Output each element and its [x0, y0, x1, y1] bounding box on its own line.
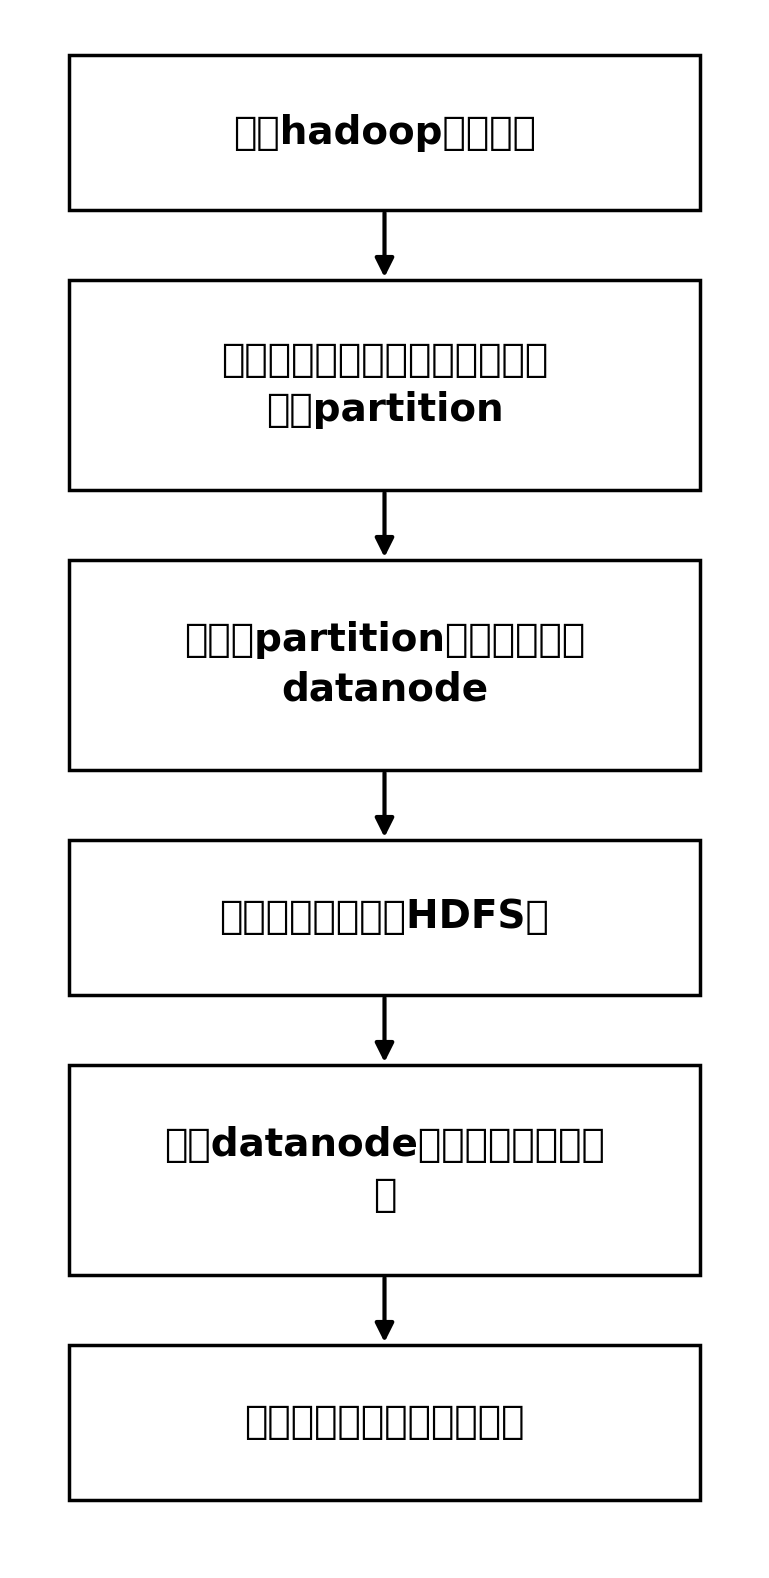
Text: 每个datanode都开始进行分子对
接: 每个datanode都开始进行分子对 接	[164, 1127, 605, 1213]
Bar	[69, 1344, 700, 1501]
Text: 将多对分子进行划分，划分为对
应的partition: 将多对分子进行划分，划分为对 应的partition	[221, 341, 548, 429]
Bar	[69, 279, 700, 491]
Text: 提取相应分子对的对接结果: 提取相应分子对的对接结果	[245, 1403, 524, 1441]
Bar	[69, 839, 700, 996]
Bar	[69, 1065, 700, 1275]
Text: 将数据分别上传至HDFS上: 将数据分别上传至HDFS上	[220, 898, 549, 936]
Text: 搭建hadoop集群框架: 搭建hadoop集群框架	[233, 114, 536, 151]
Bar	[69, 560, 700, 770]
Bar	[69, 55, 700, 210]
Text: 将每个partition分配给不同的
datanode: 将每个partition分配给不同的 datanode	[184, 622, 585, 709]
